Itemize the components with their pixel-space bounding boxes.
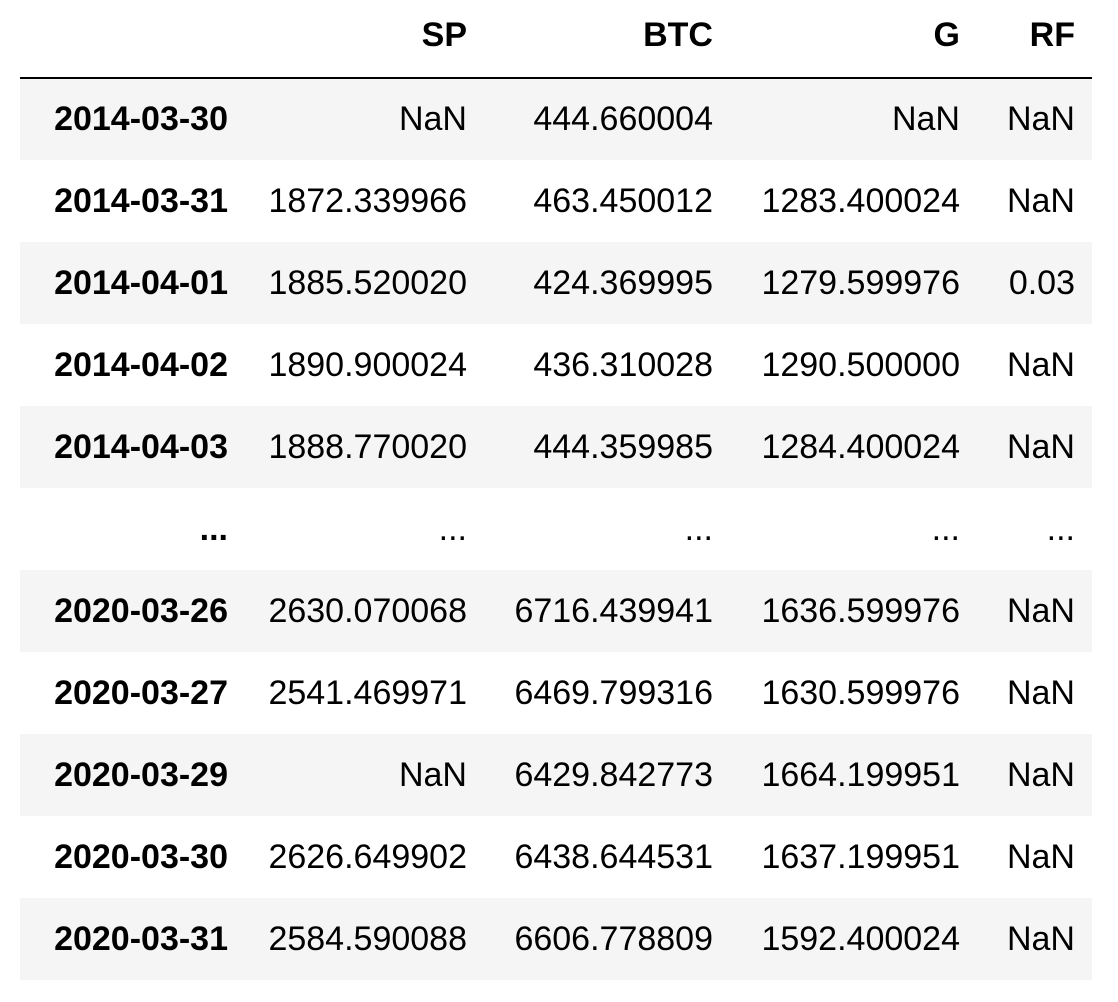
row-index: ... <box>199 509 228 548</box>
row-index: 2014-03-30 <box>54 100 228 138</box>
table-cell: 6606.778809 <box>514 919 713 958</box>
row-index: 2014-04-02 <box>54 345 228 384</box>
table-cell: 1885.520020 <box>268 263 467 302</box>
column-header: RF <box>977 0 1092 79</box>
table-row: 2020-03-26 2630.070068 6716.439941 1636.599… <box>20 570 1092 652</box>
table-cell: 2584.590088 <box>268 919 467 958</box>
table-cell: NaN <box>1006 755 1075 794</box>
table-cell: 1279.599976 <box>761 263 960 302</box>
table-cell: 1283.400024 <box>761 181 960 220</box>
table-cell: NaN <box>1006 673 1075 712</box>
table-cell: NaN <box>1006 345 1075 384</box>
row-index: 2020-03-29 <box>54 755 228 794</box>
table-header: SP BTC G RF <box>20 0 1092 79</box>
table-cell: 1872.339966 <box>268 181 467 220</box>
table-cell: NaN <box>1006 919 1075 958</box>
column-header: G <box>730 0 977 79</box>
table-cell: NaN <box>1006 837 1075 876</box>
row-index: 2020-03-27 <box>54 673 228 712</box>
table-row: 2020-03-30 2626.649902 6438.644531 1637.199… <box>20 816 1092 898</box>
table-cell: NaN <box>1006 100 1075 138</box>
table-cell: ... <box>1046 509 1075 548</box>
table-cell: 463.450012 <box>533 181 713 220</box>
table-row: 2014-03-31 1872.339966 463.450012 1283.4000… <box>20 160 1092 242</box>
table-row: 2014-04-03 1888.770020 444.359985 1284.4000… <box>20 406 1092 488</box>
table-row: 2014-03-30 NaN 444.660004 NaN NaN <box>20 78 1092 160</box>
table-cell: 1636.599976 <box>761 591 960 630</box>
table-cell: NaN <box>1006 181 1075 220</box>
table-cell: NaN <box>891 100 960 138</box>
table-cell: 436.310028 <box>533 345 713 384</box>
row-index: 2020-03-31 <box>54 919 228 958</box>
table-cell: 6469.799316 <box>514 673 713 712</box>
row-index: 2020-03-30 <box>54 837 228 876</box>
row-index: 2014-04-03 <box>54 427 228 466</box>
table-cell: 424.369995 <box>533 263 713 302</box>
table-body: 2014-03-30 NaN 444.660004 NaN NaN 2014-03-31 1… <box>20 78 1092 980</box>
row-index: 2020-03-26 <box>54 591 228 630</box>
table-cell: 1890.900024 <box>268 345 467 384</box>
table-row: ............... <box>20 488 1092 570</box>
table-cell: NaN <box>1006 427 1075 466</box>
table-row: 2014-04-02 1890.900024 436.310028 1290.5000… <box>20 324 1092 406</box>
table-cell: 1637.199951 <box>761 837 960 876</box>
table-cell: 444.359985 <box>533 427 713 466</box>
table-cell: 0.03 <box>1008 263 1075 302</box>
index-header <box>20 0 238 79</box>
table-cell: 2626.649902 <box>268 837 467 876</box>
table-cell: ... <box>684 509 713 548</box>
table-cell: 6438.644531 <box>514 837 713 876</box>
table-cell: 6429.842773 <box>514 755 713 794</box>
column-header: BTC <box>484 0 730 79</box>
table-cell: 1888.770020 <box>268 427 467 466</box>
table-cell: NaN <box>398 755 467 794</box>
table-cell: 1284.400024 <box>761 427 960 466</box>
column-header: SP <box>238 0 484 79</box>
row-index: 2014-03-31 <box>54 181 228 220</box>
table-cell: 1664.199951 <box>761 755 960 794</box>
header-row: SP BTC G RF <box>20 0 1092 79</box>
table-row: 2014-04-01 1885.520020 424.369995 1279.5999… <box>20 242 1092 324</box>
table-cell: ... <box>438 509 467 548</box>
row-index: 2014-04-01 <box>54 263 228 302</box>
table-cell: 2630.070068 <box>268 591 467 630</box>
dataframe-table: SP BTC G RF 2014-03-30 NaN 444.660004 NaN Na… <box>20 0 1092 980</box>
table-cell: 1630.599976 <box>761 673 960 712</box>
table-row: 2020-03-29 NaN 6429.842773 1664.199951 NaN <box>20 734 1092 816</box>
table-cell: 1592.400024 <box>761 919 960 958</box>
table-cell: 2541.469971 <box>268 673 467 712</box>
table-row: 2020-03-27 2541.469971 6469.799316 1630.599… <box>20 652 1092 734</box>
table-cell: 1290.500000 <box>761 345 960 384</box>
table-cell: 444.660004 <box>533 100 713 138</box>
table-cell: NaN <box>1006 591 1075 630</box>
table-row: 2020-03-31 2584.590088 6606.778809 1592.400… <box>20 898 1092 980</box>
table-cell: 6716.439941 <box>514 591 713 630</box>
table-cell: ... <box>931 509 960 548</box>
table-cell: NaN <box>398 100 467 138</box>
